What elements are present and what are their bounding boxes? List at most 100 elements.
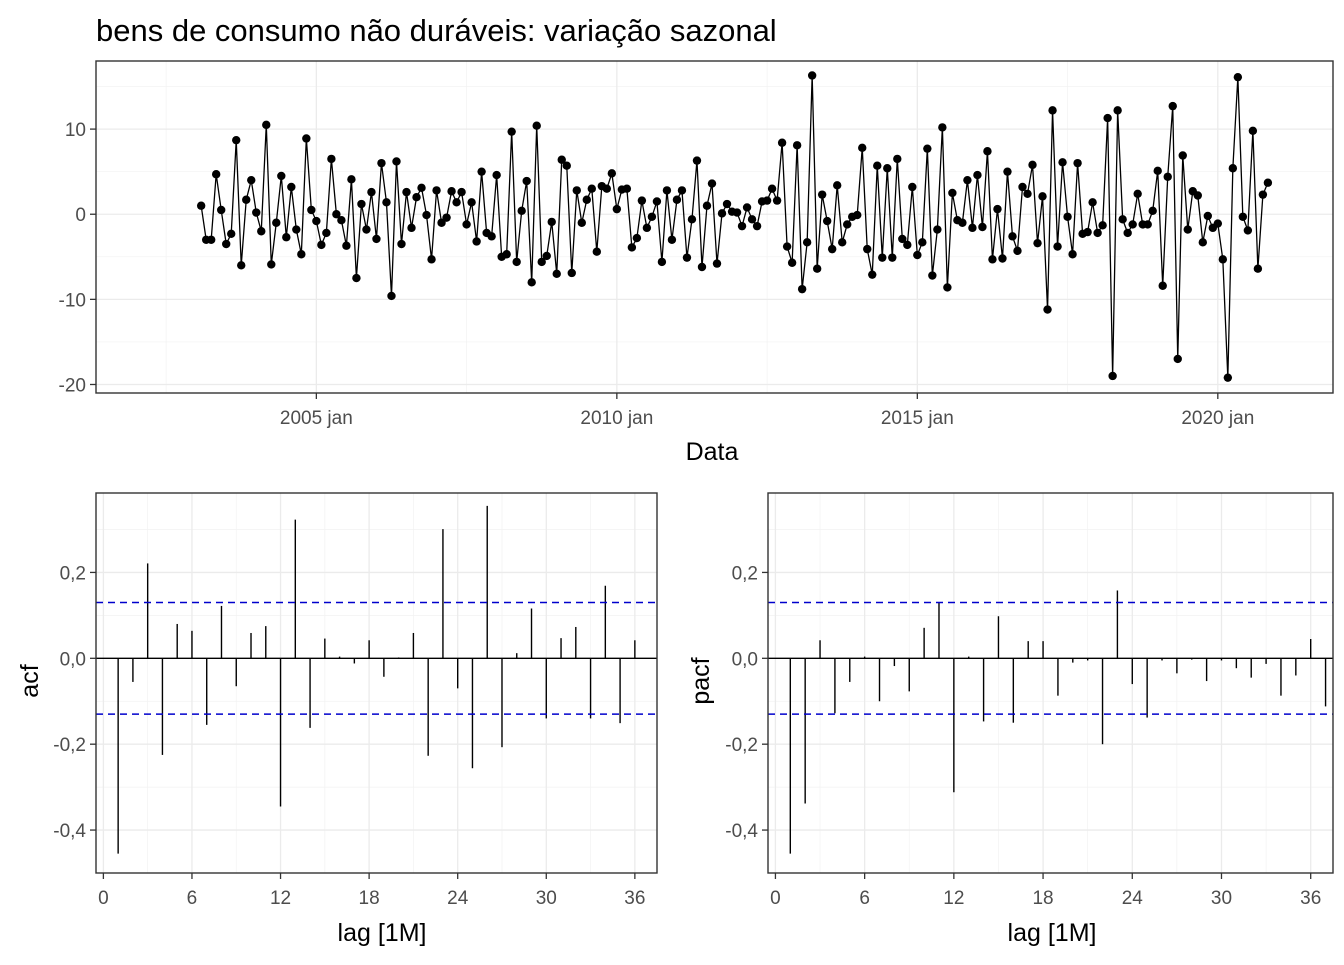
data-point [407, 223, 416, 233]
data-point [1063, 212, 1072, 221]
data-point [547, 217, 556, 227]
data-point [797, 284, 807, 294]
acf-x-tick-label: 0 [98, 888, 109, 909]
data-point [317, 240, 326, 250]
pacf-panel-border [767, 492, 1334, 874]
data-point [948, 188, 957, 198]
data-point [1243, 226, 1253, 235]
data-point [327, 154, 336, 164]
data-point [802, 238, 812, 247]
data-point [542, 251, 551, 261]
data-point [923, 144, 932, 153]
data-point [607, 169, 617, 178]
data-point [762, 196, 772, 205]
pacf-x-tick-label: 30 [1211, 888, 1232, 909]
data-point [983, 147, 992, 156]
data-point [227, 229, 236, 239]
data-point [1178, 151, 1187, 160]
data-point [612, 204, 622, 214]
acf-x-tick-label: 6 [187, 888, 198, 909]
data-point [1173, 354, 1182, 364]
data-point [1228, 164, 1238, 173]
data-point [1108, 371, 1117, 381]
data-point [467, 198, 476, 207]
data-point [1058, 158, 1067, 167]
acf-y-tick-label: -0,2 [53, 735, 86, 756]
data-point [422, 210, 431, 220]
data-point [1028, 160, 1037, 170]
acf-y-tick-label: -0,4 [53, 821, 86, 842]
data-point [647, 212, 657, 221]
pacf-panel: 0 6 12 18 24 30 36 -0,4 -0,2 0,0 0,2 [725, 492, 1334, 909]
data-point [1133, 189, 1142, 198]
data-point [988, 255, 997, 264]
data-point [557, 155, 566, 164]
data-point [747, 215, 757, 224]
data-point [372, 234, 381, 244]
pacf-x-axis-title: lag [1M] [1008, 919, 1097, 947]
data-point [292, 225, 301, 234]
data-point [512, 257, 521, 267]
pacf-y-tick-label: 0,2 [732, 563, 758, 584]
data-point [677, 186, 687, 195]
ts-x-tick-label: 2020 jan [1181, 408, 1254, 429]
data-point [752, 221, 762, 231]
data-point [1123, 228, 1132, 238]
data-point [302, 134, 311, 143]
data-point [1213, 219, 1223, 228]
data-point [1253, 264, 1263, 273]
data-point [998, 254, 1007, 263]
data-point [452, 198, 461, 207]
data-point [993, 204, 1002, 214]
data-point [1118, 215, 1127, 224]
data-point [938, 123, 947, 132]
data-point [1033, 238, 1042, 248]
data-point [442, 213, 451, 222]
data-point [267, 260, 276, 269]
data-point [1003, 167, 1012, 176]
data-point [307, 205, 316, 215]
data-point [517, 206, 526, 216]
data-point [247, 175, 256, 185]
data-point [387, 291, 396, 301]
data-point [878, 253, 887, 262]
data-point [242, 195, 251, 204]
data-point [667, 235, 677, 244]
data-point [252, 208, 261, 217]
data-point [312, 216, 321, 226]
acf-y-tick-label: 0,0 [60, 649, 86, 670]
data-point [963, 175, 972, 185]
data-point [277, 171, 286, 181]
data-point [732, 208, 742, 217]
pacf-y-tick-label: -0,4 [725, 821, 758, 842]
data-point [222, 239, 231, 249]
data-point [1098, 221, 1107, 230]
data-point [262, 120, 271, 130]
data-point [537, 257, 546, 267]
data-point [697, 262, 707, 272]
data-point [863, 244, 872, 254]
acf-x-tick-label: 24 [447, 888, 469, 909]
data-point [1053, 242, 1062, 251]
data-point [662, 186, 672, 195]
data-point [237, 261, 246, 270]
pacf-x-tick-label: 12 [943, 888, 964, 909]
ts-x-tick-label: 2010 jan [580, 408, 653, 429]
data-point [913, 250, 922, 260]
data-point [206, 235, 216, 244]
data-point [903, 240, 912, 250]
data-point [367, 187, 376, 197]
data-point [347, 175, 356, 184]
pacf-x-tick-label: 24 [1122, 888, 1144, 909]
data-point [717, 209, 727, 218]
data-point [627, 243, 637, 252]
data-point [807, 71, 817, 80]
pacf-x-tick-label: 6 [859, 888, 870, 909]
data-point [858, 143, 867, 153]
data-point [447, 187, 456, 196]
chart-title: bens de consumo não duráveis: variação s… [96, 13, 777, 48]
data-point [702, 201, 712, 210]
data-point [1238, 212, 1248, 221]
data-point [1068, 250, 1077, 259]
